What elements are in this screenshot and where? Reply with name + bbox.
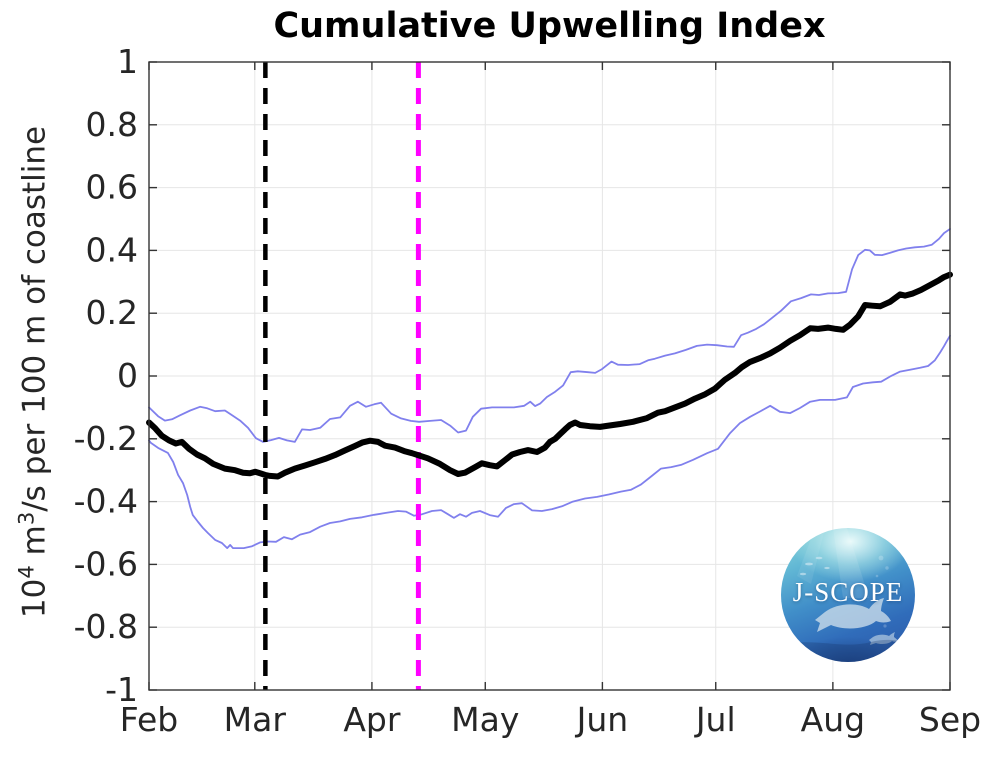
light-ray	[797, 528, 825, 584]
chart-title: Cumulative Upwelling Index	[273, 6, 826, 46]
big-fish-silhouette	[815, 598, 891, 632]
underwater-scene-art	[781, 528, 915, 662]
x-tick-label: Mar	[224, 700, 287, 739]
upper-bound-line	[148, 228, 951, 443]
lower-bound-line	[148, 334, 951, 549]
y-label-segment: m	[16, 525, 53, 566]
small-fish-school	[799, 556, 830, 576]
y-label-segment: /s per 100 m of coastline	[16, 125, 53, 512]
x-tick-label: Jun	[575, 700, 629, 739]
small-fish-silhouette	[869, 632, 898, 645]
y-label-superscript: 4	[13, 565, 39, 579]
y-tick-label: -0.6	[74, 544, 138, 583]
y-tick-label: 1	[117, 42, 138, 81]
y-tick-label: -0.8	[74, 607, 138, 646]
jscope-logo-text: J-SCOPE	[792, 577, 904, 608]
tick-labels: Feb Mar Apr May Jun Jul Aug Sep 1 0.8 0.6 0.4 0.2 0 -0…	[74, 42, 981, 739]
y-label-segment: 10	[16, 578, 53, 619]
y-tick-label: 0.6	[86, 168, 138, 207]
x-tick-label: Sep	[919, 700, 981, 739]
x-tick-label: Feb	[120, 700, 178, 739]
y-tick-label: -0.2	[74, 419, 138, 458]
y-label-superscript: 3	[13, 511, 39, 526]
y-tick-label: 0.2	[86, 293, 138, 332]
axis-ticks	[148, 61, 951, 691]
reef-shadow	[781, 639, 915, 662]
y-tick-label: 0.8	[86, 105, 138, 144]
x-tick-label: Jul	[694, 700, 736, 739]
y-tick-label: -0.4	[74, 482, 138, 521]
bubbles	[875, 555, 889, 628]
y-tick-label: 0	[117, 356, 138, 395]
x-tick-label: Aug	[801, 700, 865, 739]
x-tick-label: May	[451, 700, 519, 739]
y-tick-label: 0.4	[86, 230, 138, 269]
mean-line-group	[146, 271, 953, 480]
y-tick-label: -1	[105, 670, 138, 709]
light-ray	[833, 528, 869, 598]
mean-line	[146, 271, 953, 480]
bound-lines	[148, 228, 951, 549]
y-axis-label: 104 m3/s per 100 m of coastline	[13, 126, 52, 618]
jscope-logo: J-SCOPE	[781, 528, 915, 662]
event-vlines	[263, 62, 421, 690]
x-tick-label: Apr	[343, 700, 401, 739]
